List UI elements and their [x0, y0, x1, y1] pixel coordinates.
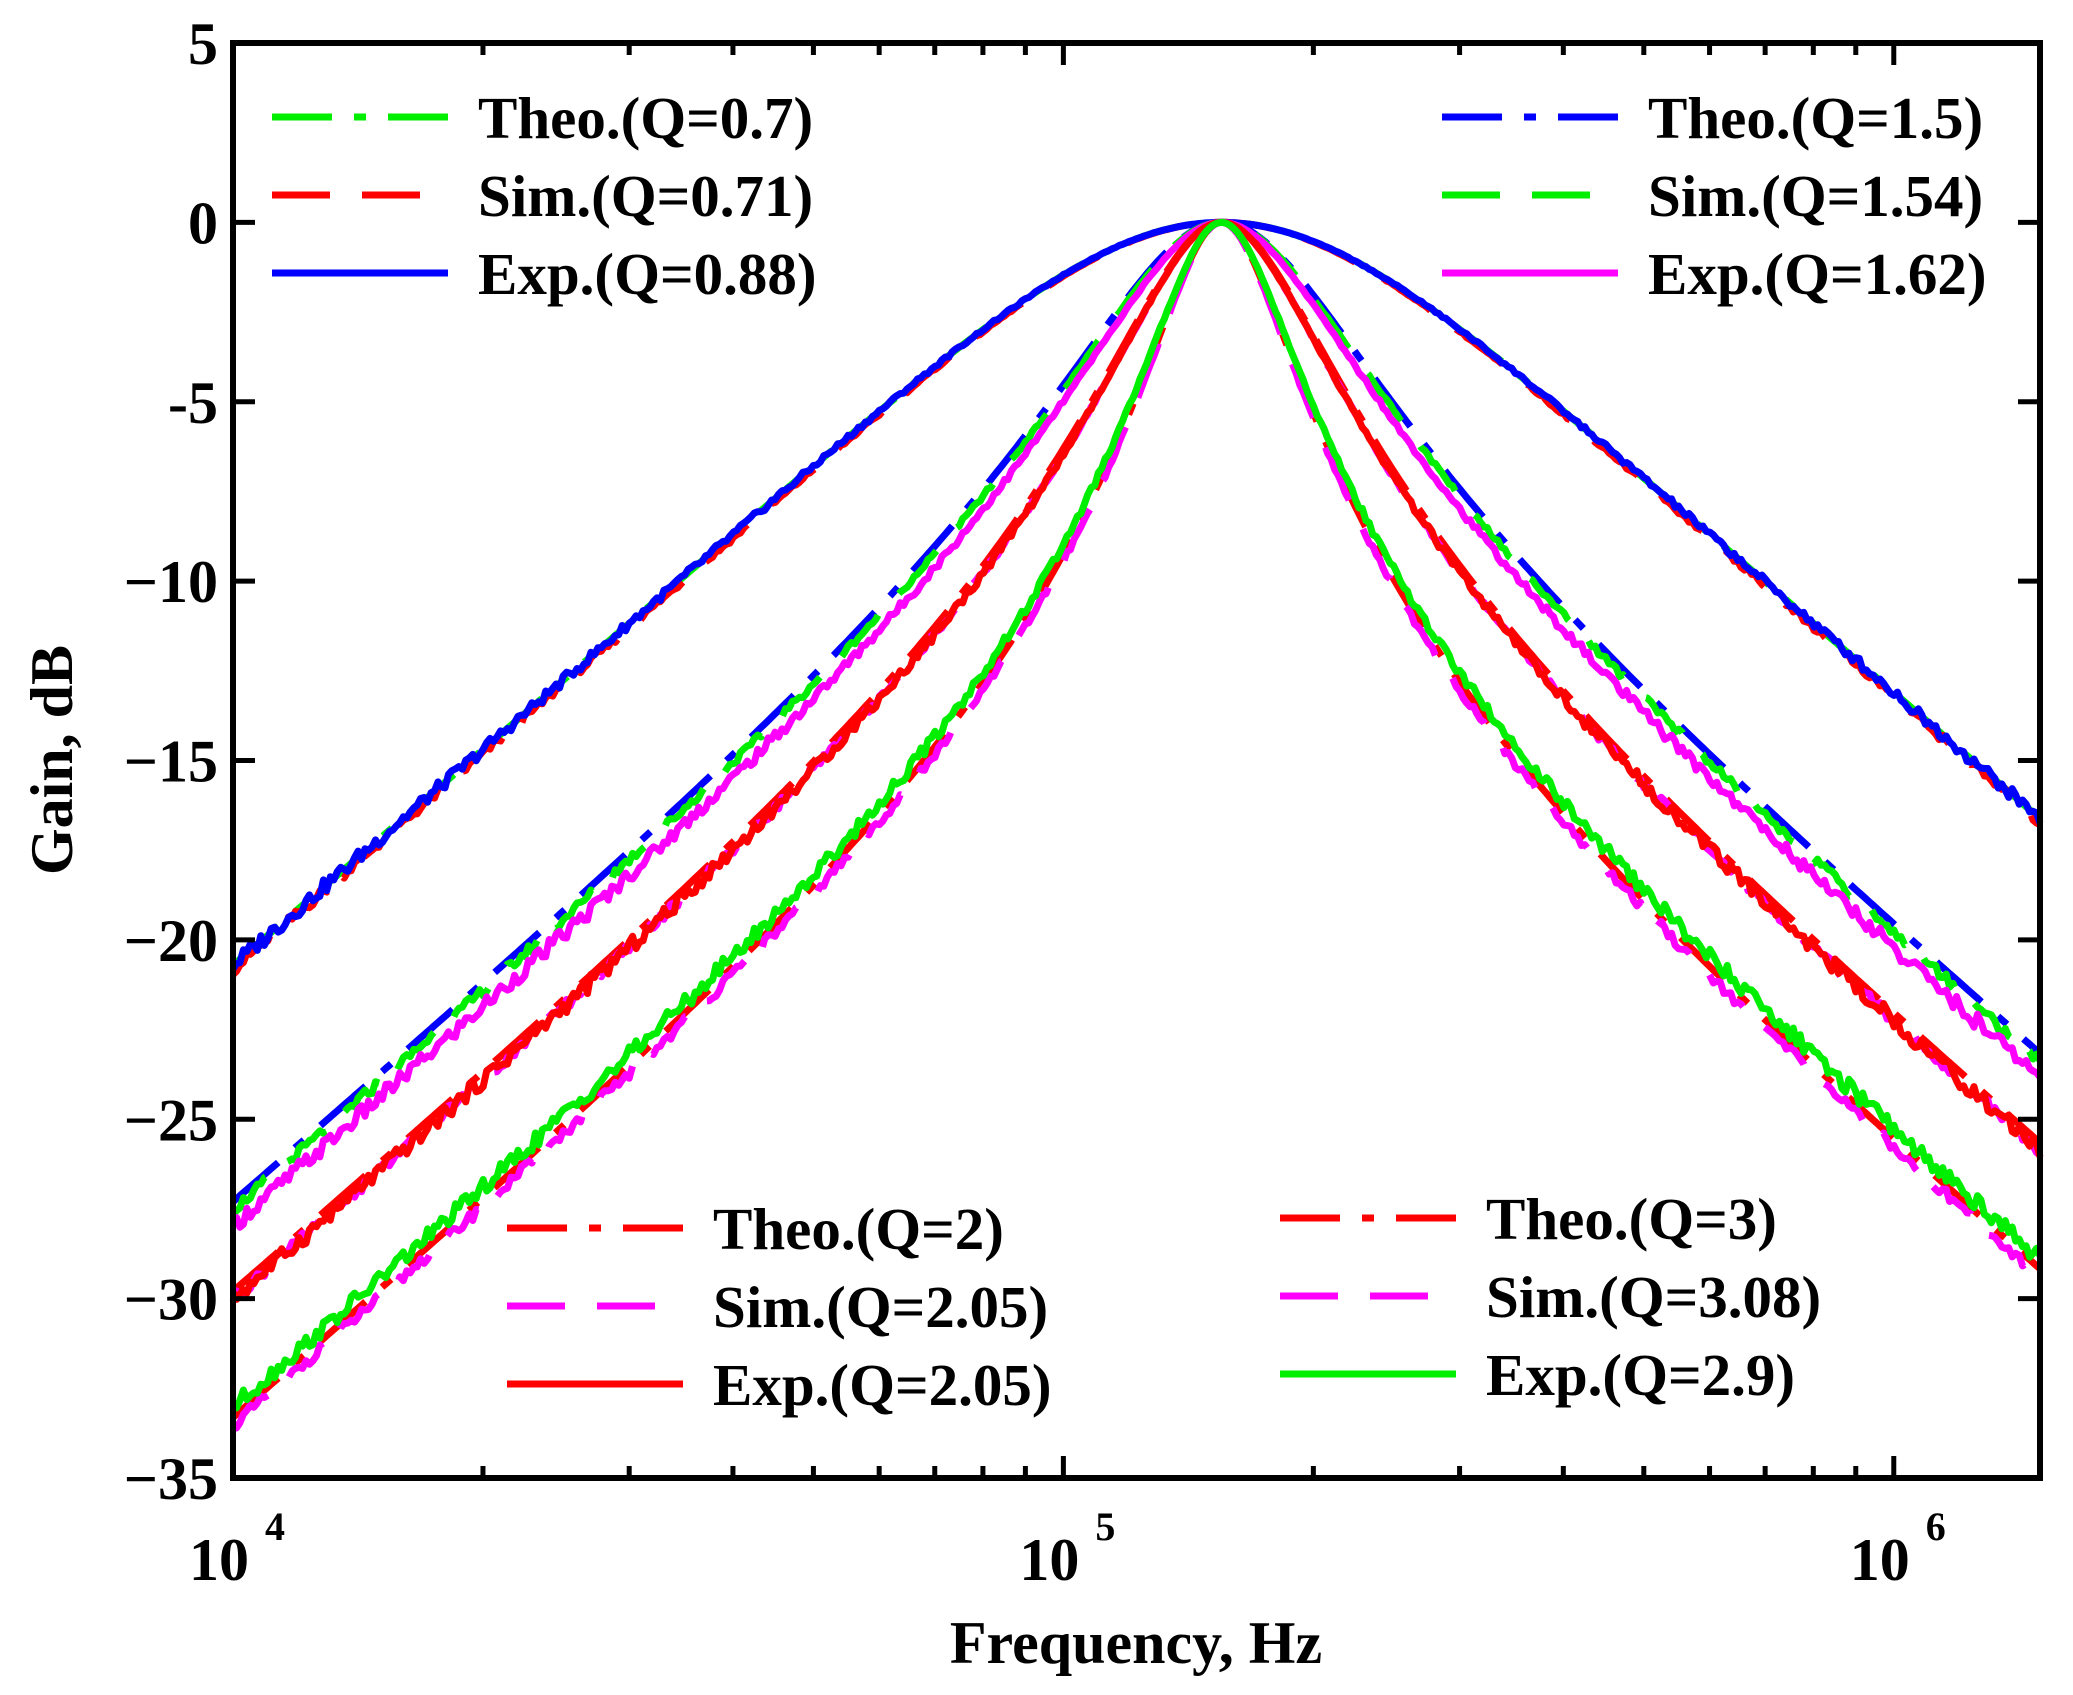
series-line [230, 219, 2043, 1432]
legend-label: Sim.(Q=3.08) [1486, 1264, 1821, 1330]
legend-top-right: Theo.(Q=1.5) Sim.(Q=1.54) Exp.(Q=1.62) [1442, 85, 1986, 307]
series-line [230, 218, 2044, 1217]
y-tick-label: −30 [124, 1267, 218, 1333]
series-line [229, 218, 2044, 1303]
y-tick-label: 5 [188, 11, 218, 77]
x-axis-label: Frequency, Hz [950, 1610, 1322, 1676]
legend-label: Sim.(Q=2.05) [713, 1274, 1048, 1340]
legend-label: Theo.(Q=0.7) [478, 85, 813, 151]
axis-ticks: 5 0 -5 −10 −15 −20 −25 −30 −35 10 4 10 5 10 6 [124, 11, 2040, 1593]
y-axis-label: Gain, dB [19, 645, 85, 875]
series-curves [229, 218, 2044, 1432]
legend-label: Theo.(Q=1.5) [1648, 85, 1983, 151]
y-tick-label: −10 [124, 549, 218, 615]
legend-label: Theo.(Q=3) [1486, 1186, 1777, 1252]
legend-label: Theo.(Q=2) [713, 1196, 1004, 1262]
y-tick-label: −35 [124, 1446, 218, 1512]
x-tick-label: 10 [1019, 1527, 1079, 1593]
series-line [230, 218, 2044, 971]
legend-label: Exp.(Q=1.62) [1648, 241, 1986, 307]
legend-label: Exp.(Q=2.9) [1486, 1342, 1795, 1408]
x-tick-exponent: 6 [1926, 1504, 1946, 1549]
series-line [232, 218, 2043, 1231]
legend-label: Sim.(Q=0.71) [478, 163, 813, 229]
legends: Theo.(Q=0.7)Sim.(Q=0.71)Exp.(Q=0.88)Theo… [272, 85, 1986, 1418]
y-tick-label: −20 [124, 908, 218, 974]
x-tick-exponent: 4 [265, 1504, 285, 1549]
y-tick-label: −15 [124, 729, 218, 795]
legend-label: Sim.(Q=1.54) [1648, 163, 1983, 229]
y-tick-label: −25 [124, 1087, 218, 1153]
legend-label: Exp.(Q=2.05) [713, 1352, 1051, 1418]
series-line [232, 219, 2044, 1412]
legend-bottom-left: Theo.(Q=2) Sim.(Q=2.05) Exp.(Q=2.05) [507, 1196, 1051, 1418]
legend-label: Exp.(Q=0.88) [478, 241, 816, 307]
x-tick-label: 10 [1850, 1527, 1910, 1593]
x-tick-exponent: 5 [1095, 1504, 1115, 1549]
x-tick-label: 10 [189, 1527, 249, 1593]
legend-top-left: Theo.(Q=0.7) Sim.(Q=0.71) Exp.(Q=0.88) [272, 85, 816, 307]
y-tick-label: 0 [188, 190, 218, 256]
series-line [230, 218, 2042, 978]
legend-bottom-right: Theo.(Q=3) Sim.(Q=3.08) Exp.(Q=2.9) [1280, 1186, 1821, 1408]
y-tick-label: -5 [168, 370, 218, 436]
